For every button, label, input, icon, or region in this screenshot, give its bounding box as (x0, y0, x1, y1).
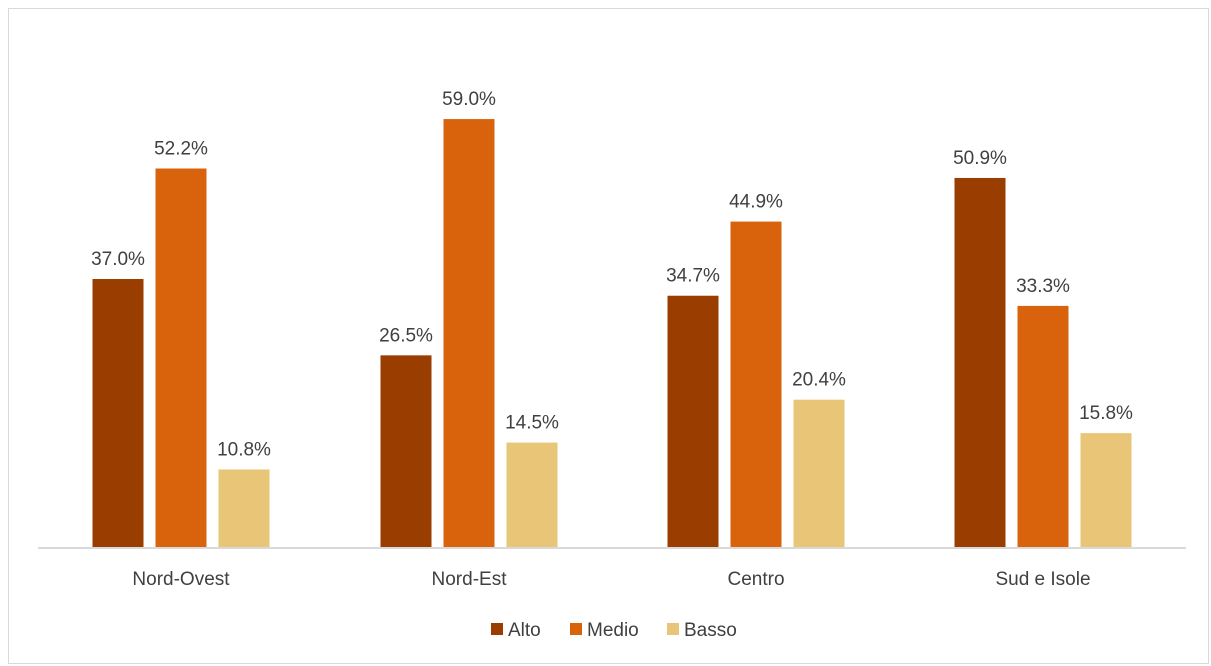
data-label-basso-3: 15.8% (1079, 403, 1133, 424)
legend-swatch-alto (491, 623, 503, 635)
legend: Alto Medio Basso (491, 620, 737, 641)
category-label-2: Centro (727, 569, 784, 590)
category-label-1: Nord-Est (432, 569, 508, 590)
bar-basso-2 (793, 399, 845, 548)
data-labels-group: 37.0% 52.2% 10.8% 26.5% 59.0% 14.5% 34.7% 44.9%… (91, 89, 1133, 460)
data-label-medio-0: 52.2% (154, 139, 208, 160)
data-label-medio-3: 33.3% (1016, 276, 1070, 297)
data-label-alto-2: 34.7% (666, 266, 720, 287)
category-label-0: Nord-Ovest (132, 569, 230, 590)
bars-group (92, 119, 1132, 549)
chart-frame (8, 8, 1209, 664)
data-label-basso-1: 14.5% (505, 413, 559, 434)
bar-medio-0 (155, 168, 207, 549)
bar-medio-2 (730, 221, 782, 548)
data-label-basso-2: 20.4% (792, 370, 846, 391)
bar-basso-0 (218, 469, 270, 548)
legend-label-medio: Medio (587, 620, 639, 641)
bar-basso-3 (1080, 433, 1132, 548)
bar-alto-3 (954, 177, 1006, 548)
data-label-alto-1: 26.5% (379, 325, 433, 346)
data-label-alto-3: 50.9% (953, 148, 1007, 169)
bar-alto-2 (667, 295, 719, 548)
legend-label-alto: Alto (508, 620, 541, 641)
category-label-3: Sud e Isole (995, 569, 1090, 590)
data-label-medio-1: 59.0% (442, 89, 496, 110)
data-label-basso-0: 10.8% (217, 439, 271, 460)
legend-swatch-basso (667, 623, 679, 635)
data-label-medio-2: 44.9% (729, 192, 783, 213)
bar-alto-0 (92, 279, 144, 548)
legend-swatch-medio (570, 623, 582, 635)
bar-alto-1 (380, 355, 432, 548)
data-label-alto-0: 37.0% (91, 249, 145, 270)
bar-basso-1 (506, 442, 558, 548)
category-labels-group: Nord-Ovest Nord-Est Centro Sud e Isole (132, 569, 1090, 590)
bar-medio-3 (1017, 305, 1069, 548)
legend-label-basso: Basso (684, 620, 737, 641)
bar-medio-1 (443, 119, 495, 548)
